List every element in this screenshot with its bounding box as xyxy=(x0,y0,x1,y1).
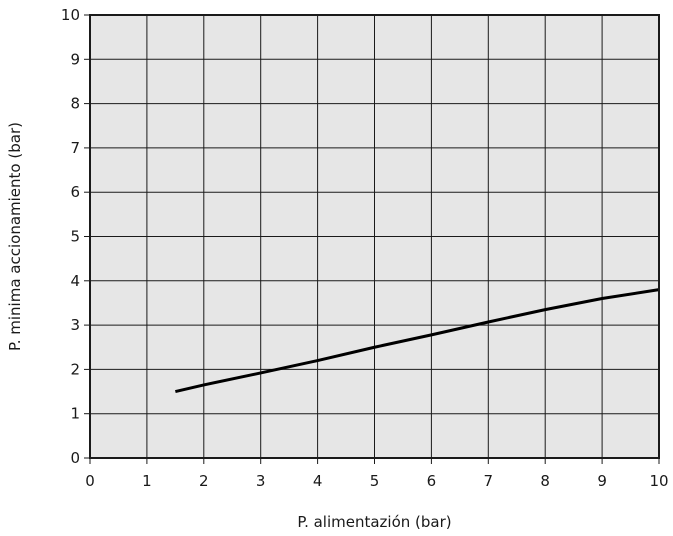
y-tick-label: 6 xyxy=(70,183,80,201)
y-tick-label: 4 xyxy=(70,272,80,290)
series-line xyxy=(175,288,660,394)
y-axis-ticks: 0 1 2 3 4 5 6 7 8 9 10 xyxy=(61,6,90,467)
x-tick-label: 1 xyxy=(142,472,152,490)
x-tick-label: 0 xyxy=(85,472,95,490)
y-tick-label: 1 xyxy=(70,405,80,423)
x-tick-label: 8 xyxy=(540,472,550,490)
x-tick-label: 5 xyxy=(370,472,380,490)
y-tick-label: 8 xyxy=(70,95,80,113)
y-tick-label: 7 xyxy=(70,139,80,157)
y-tick-label: 10 xyxy=(61,6,80,24)
y-tick-label: 5 xyxy=(70,228,80,246)
y-tick-label: 0 xyxy=(70,449,80,467)
x-tick-label: 9 xyxy=(597,472,607,490)
x-tick-label: 10 xyxy=(649,472,668,490)
y-axis-title: P. minima accionamiento (bar) xyxy=(6,122,24,351)
y-tick-label: 9 xyxy=(70,50,80,68)
plot-frame xyxy=(89,14,660,459)
x-axis-ticks: 0 1 2 3 4 5 6 7 8 9 10 xyxy=(85,458,669,490)
x-axis-title: P. alimentazión (bar) xyxy=(297,513,451,531)
y-tick-label: 2 xyxy=(70,360,80,378)
x-tick-label: 6 xyxy=(427,472,437,490)
x-tick-label: 2 xyxy=(199,472,209,490)
x-tick-label: 3 xyxy=(256,472,266,490)
x-tick-label: 7 xyxy=(484,472,494,490)
x-tick-label: 4 xyxy=(313,472,323,490)
y-tick-label: 3 xyxy=(70,316,80,334)
